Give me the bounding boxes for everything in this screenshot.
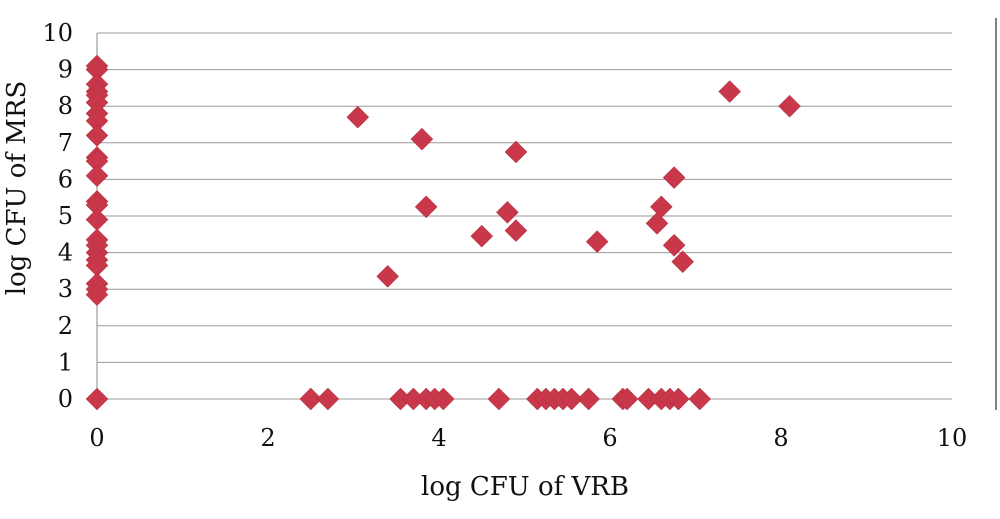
data-point xyxy=(504,140,528,164)
data-point xyxy=(414,195,438,219)
data-point xyxy=(85,164,109,188)
right-edge-bar xyxy=(995,18,997,410)
data-point xyxy=(496,200,519,224)
data-points xyxy=(85,54,801,411)
data-point xyxy=(410,127,434,151)
data-point xyxy=(662,233,686,257)
y-tick-label: 4 xyxy=(58,239,73,267)
data-point xyxy=(615,387,639,411)
data-point xyxy=(560,387,583,411)
data-point xyxy=(85,283,109,307)
data-point xyxy=(85,387,109,411)
data-point xyxy=(585,230,609,253)
y-tick-label: 2 xyxy=(58,312,73,340)
y-tick-label: 7 xyxy=(58,129,73,157)
x-tick-label: 4 xyxy=(431,424,446,452)
data-point xyxy=(688,387,712,411)
x-tick-label: 2 xyxy=(260,424,275,452)
y-tick-label: 0 xyxy=(58,385,73,413)
y-tick-labels: 0 1 2 3 4 5 6 7 8 9 10 xyxy=(42,19,73,413)
x-tick-label: 10 xyxy=(937,424,968,452)
data-point xyxy=(487,387,511,411)
data-point xyxy=(85,208,109,232)
y-axis-title: log CFU of MRS xyxy=(2,81,32,296)
data-point xyxy=(649,195,673,219)
y-tick-label: 5 xyxy=(58,202,73,230)
y-tick-label: 3 xyxy=(58,275,73,303)
data-point xyxy=(470,224,494,248)
data-point xyxy=(778,94,801,118)
data-point xyxy=(577,387,600,411)
x-tick-label: 8 xyxy=(773,424,788,452)
y-tick-label: 9 xyxy=(58,56,73,84)
data-point xyxy=(504,219,528,242)
data-point xyxy=(431,387,455,411)
x-axis-title: log CFU of VRB xyxy=(421,472,629,502)
y-tick-label: 6 xyxy=(58,165,73,193)
data-point xyxy=(671,250,695,274)
horizontal-gridlines xyxy=(97,32,952,400)
data-point xyxy=(667,387,690,411)
data-point xyxy=(645,211,669,235)
data-point xyxy=(299,387,323,411)
y-tick-label: 1 xyxy=(58,348,73,376)
x-tick-label: 0 xyxy=(89,424,104,452)
data-point xyxy=(346,105,370,129)
data-point xyxy=(316,387,340,411)
x-tick-label: 6 xyxy=(602,424,617,452)
y-tick-label: 10 xyxy=(42,19,73,47)
data-point xyxy=(718,80,742,103)
y-tick-label: 8 xyxy=(58,92,73,120)
x-tick-labels: 0 2 4 6 8 10 xyxy=(89,424,967,452)
data-point xyxy=(662,166,686,189)
data-point xyxy=(376,265,400,288)
